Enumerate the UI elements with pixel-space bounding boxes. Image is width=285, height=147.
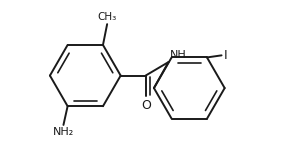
- Text: NH: NH: [170, 50, 187, 60]
- Text: I: I: [224, 49, 228, 62]
- Text: NH₂: NH₂: [53, 127, 74, 137]
- Text: O: O: [142, 99, 152, 112]
- Text: CH₃: CH₃: [97, 12, 117, 22]
